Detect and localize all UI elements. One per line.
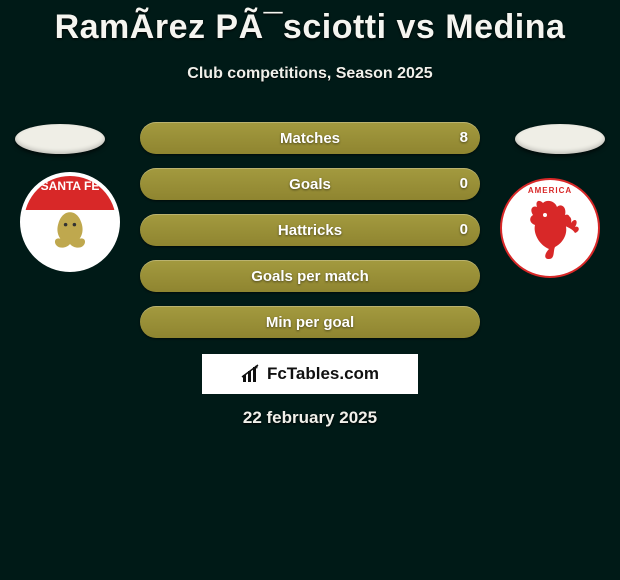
source-logo: FcTables.com: [202, 354, 418, 394]
devil-icon: [515, 193, 585, 263]
stat-row-goals-per-match: Goals per match: [140, 260, 480, 292]
stat-row-goals: Goals 0: [140, 168, 480, 200]
club-badge-right: AMERICA: [500, 178, 600, 278]
bar-chart-icon: [241, 363, 263, 385]
subtitle: Club competitions, Season 2025: [0, 65, 620, 83]
club-badge-left: SANTA FE: [20, 172, 120, 272]
player-right-placeholder: [515, 124, 605, 154]
page-title: RamÃ­rez PÃ¯sciotti vs Medina: [0, 0, 620, 47]
stat-label: Goals: [289, 176, 331, 193]
stat-row-min-per-goal: Min per goal: [140, 306, 480, 338]
stat-label: Min per goal: [266, 314, 354, 331]
club-badge-left-label: SANTA FE: [24, 176, 116, 210]
stat-right-value: 0: [460, 168, 468, 200]
stat-label: Matches: [280, 130, 340, 147]
lion-icon: [48, 207, 92, 251]
stat-label: Goals per match: [251, 268, 369, 285]
stat-row-matches: Matches 8: [140, 122, 480, 154]
player-left-placeholder: [15, 124, 105, 154]
stats-container: Matches 8 Goals 0 Hattricks 0 Goals per …: [140, 122, 480, 352]
stat-right-value: 0: [460, 214, 468, 246]
stat-label: Hattricks: [278, 222, 342, 239]
stat-right-value: 8: [460, 122, 468, 154]
stat-row-hattricks: Hattricks 0: [140, 214, 480, 246]
source-logo-text: FcTables.com: [267, 364, 379, 384]
date-label: 22 february 2025: [0, 408, 620, 428]
